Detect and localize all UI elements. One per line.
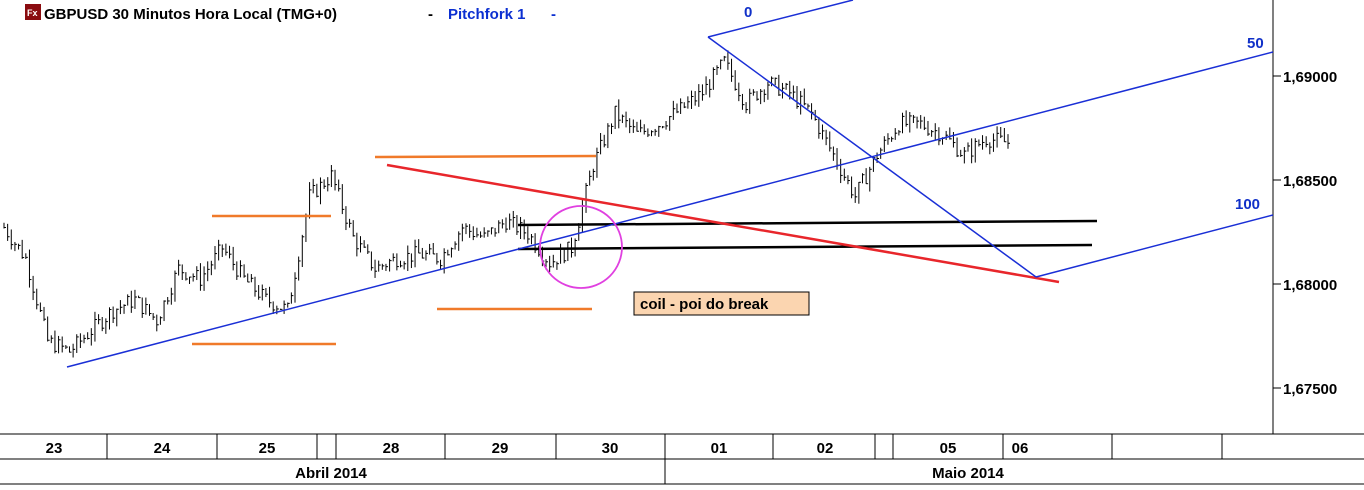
y-tick-label: 1,68000 <box>1283 277 1337 294</box>
y-tick-label: 1,69000 <box>1283 69 1337 86</box>
y-tick-label: 1,68500 <box>1283 173 1337 190</box>
x-axis-day-separators <box>106 434 1223 484</box>
x-day-label: 25 <box>259 440 276 457</box>
resistance-trendline[interactable] <box>386 163 1060 284</box>
fx-icon[interactable] <box>25 4 41 20</box>
x-month-label: Maio 2014 <box>932 465 1004 482</box>
pitchfork-median-line[interactable] <box>66 51 1274 368</box>
range-marks <box>192 154 597 346</box>
x-month-label: Abril 2014 <box>295 465 367 482</box>
x-day-label: 29 <box>492 440 509 457</box>
x-day-label: 24 <box>154 440 171 457</box>
x-axis-day-labels: 23 24 25 28 29 30 01 02 05 06 <box>46 440 1029 457</box>
pitchfork-lower-line[interactable] <box>1035 214 1274 278</box>
x-day-label: 23 <box>46 440 63 457</box>
pitchfork[interactable] <box>66 0 1274 368</box>
range-mark-high-2 <box>374 154 597 159</box>
y-axis: 1,69000 1,68500 1,68000 1,67500 <box>1273 69 1337 398</box>
x-axis-month-labels: Abril 2014 Maio 2014 <box>295 465 1004 482</box>
study-menu-marker[interactable]: - <box>551 6 556 23</box>
pitchfork-handle-line[interactable] <box>707 36 1037 278</box>
pitchfork-label-50: 50 <box>1247 35 1264 52</box>
chart-header: Fx GBPUSD 30 Minutos Hora Local (TMG+0) … <box>25 4 556 23</box>
study-label-pitchfork[interactable]: Pitchfork 1 <box>448 6 526 23</box>
fx-icon-glyph: Fx <box>27 8 38 18</box>
x-day-label: 30 <box>602 440 619 457</box>
header-separator: - <box>428 6 433 23</box>
x-day-label: 05 <box>940 440 957 457</box>
annotation-background <box>633 291 810 316</box>
chart-title: GBPUSD 30 Minutos Hora Local (TMG+0) <box>44 6 337 23</box>
annotation-text: coil - poi do break <box>640 296 769 313</box>
x-day-label: 06 <box>1012 440 1029 457</box>
annotation-box[interactable]: coil - poi do break <box>633 291 810 316</box>
pitchfork-upper-line[interactable] <box>707 0 854 38</box>
x-day-label: 02 <box>817 440 834 457</box>
pitchfork-label-100: 100 <box>1235 196 1260 213</box>
x-day-label: 01 <box>711 440 728 457</box>
coil-highlight-circle[interactable] <box>539 205 623 289</box>
coil-lower-line <box>517 243 1093 251</box>
price-series <box>3 50 1010 358</box>
x-day-label: 28 <box>383 440 400 457</box>
y-tick-label: 1,67500 <box>1283 381 1337 398</box>
pitchfork-label-0: 0 <box>744 4 752 21</box>
